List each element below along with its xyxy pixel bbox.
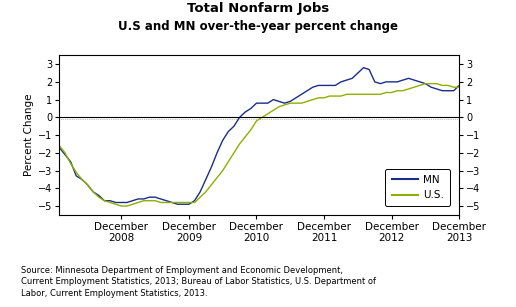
Y-axis label: Percent Change: Percent Change <box>24 94 34 176</box>
Legend: MN, U.S.: MN, U.S. <box>385 169 450 207</box>
Text: U.S and MN over-the-year percent change: U.S and MN over-the-year percent change <box>118 20 398 33</box>
Text: Source: Minnesota Department of Employment and Economic Development,
Current Emp: Source: Minnesota Department of Employme… <box>21 266 376 298</box>
Text: Total Nonfarm Jobs: Total Nonfarm Jobs <box>187 2 329 14</box>
